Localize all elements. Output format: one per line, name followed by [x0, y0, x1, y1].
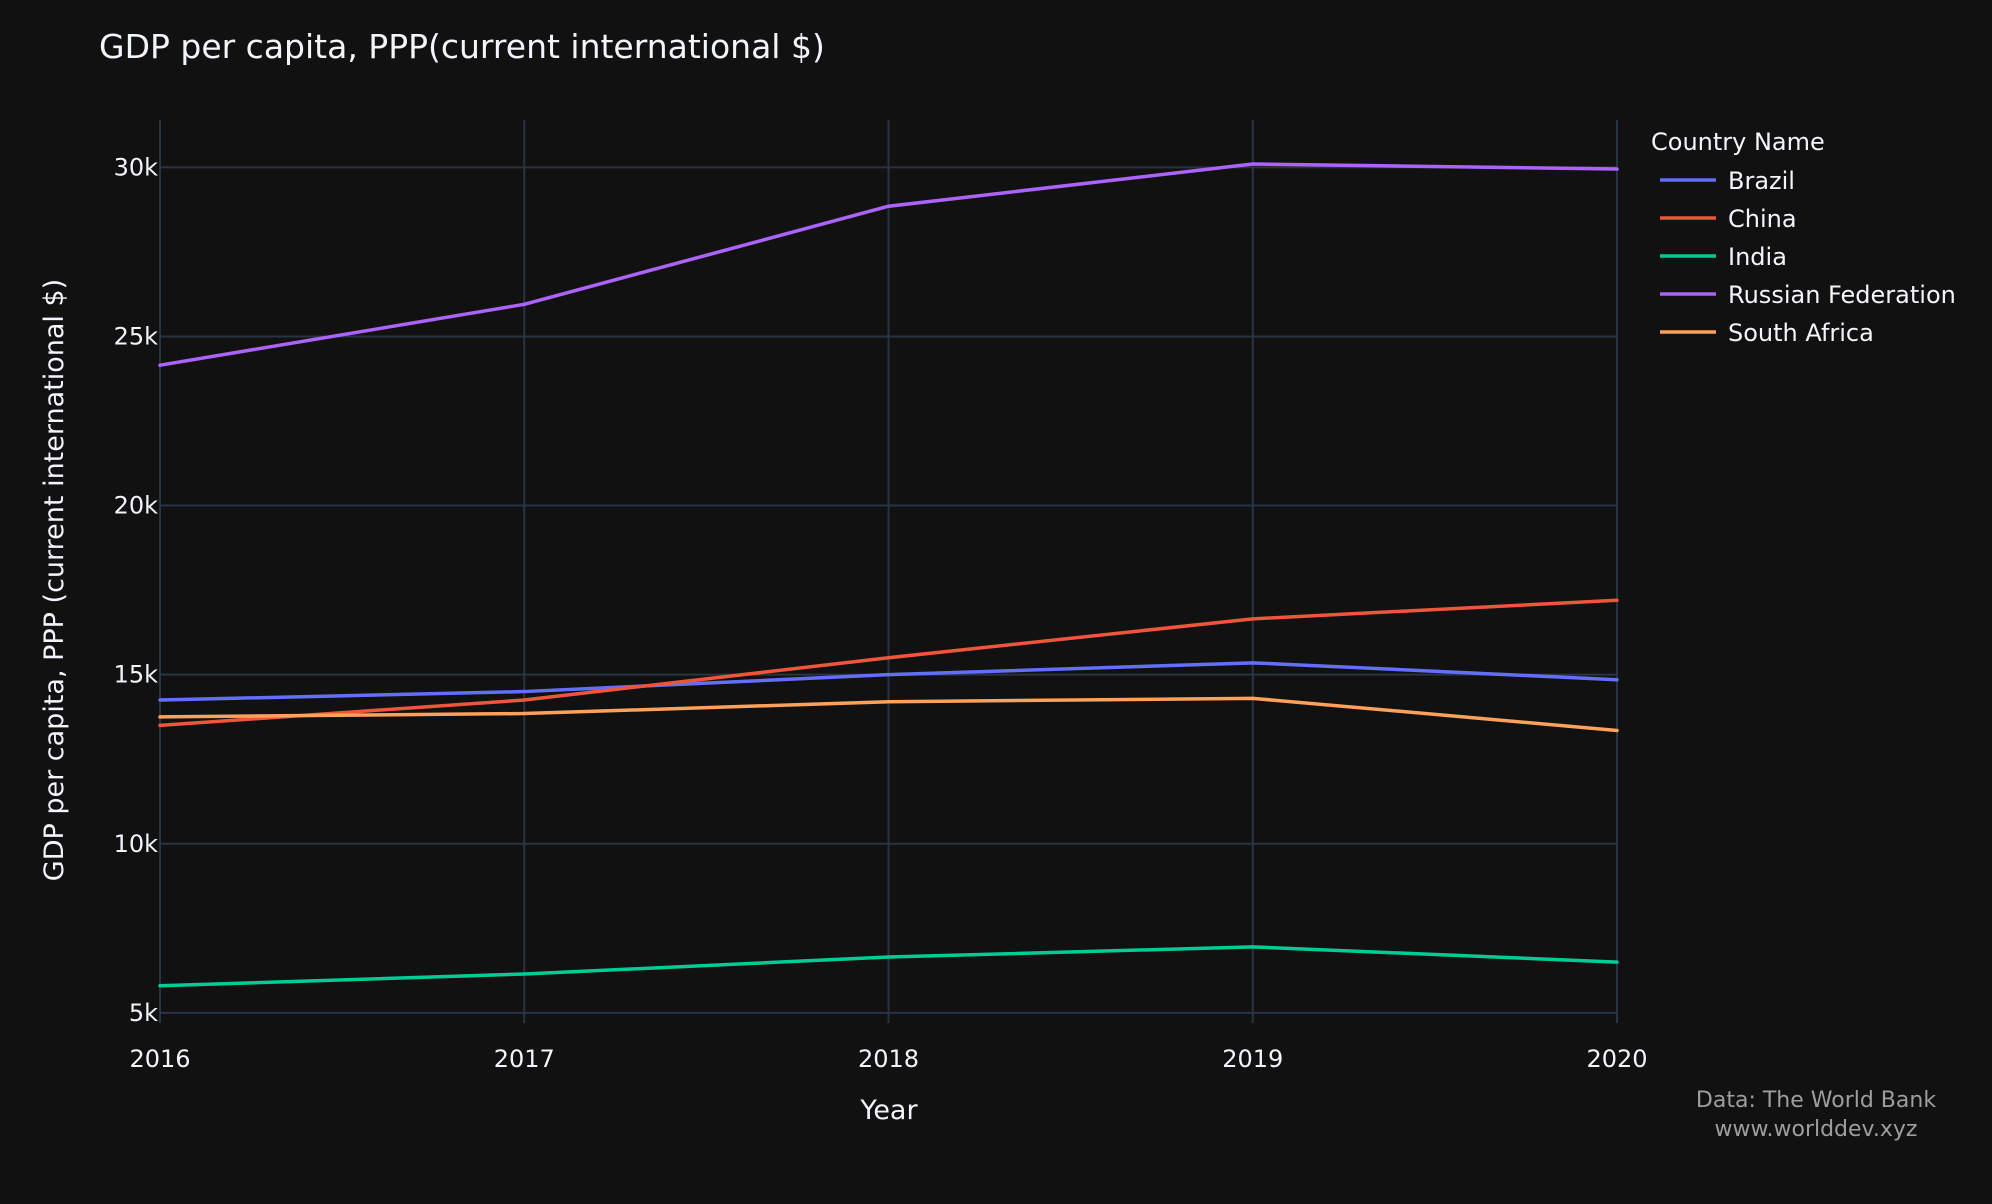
legend-item-russian-federation[interactable]: Russian Federation: [1660, 281, 1956, 309]
series-line-south-africa: [158, 696, 1619, 733]
series-line-india: [158, 945, 1619, 988]
y-tick-labels: 5k 10k 15k 20k 25k 30k: [114, 153, 159, 1027]
y-tick-label: 25k: [114, 322, 159, 350]
legend-label: Brazil: [1728, 167, 1795, 195]
series-line-china: [158, 598, 1619, 728]
series-lines: [158, 162, 1619, 988]
legend-label: Russian Federation: [1728, 281, 1956, 309]
x-tick-label: 2019: [1222, 1045, 1283, 1073]
legend-label: China: [1728, 205, 1797, 233]
legend-item-china[interactable]: China: [1660, 205, 1797, 233]
y-tick-label: 5k: [129, 999, 158, 1027]
x-axis-title: Year: [859, 1095, 918, 1126]
legend-label: South Africa: [1728, 319, 1874, 347]
y-tick-label: 30k: [114, 153, 159, 181]
x-tick-label: 2018: [858, 1045, 919, 1073]
y-tick-label: 20k: [114, 492, 159, 520]
series-line-brazil: [158, 661, 1619, 702]
series-line-russian-federation: [158, 162, 1619, 367]
y-axis-title: GDP per capita, PPP (current internation…: [39, 279, 70, 881]
x-tick-label: 2016: [129, 1045, 190, 1073]
x-tick-label: 2020: [1586, 1045, 1647, 1073]
legend-item-india[interactable]: India: [1660, 243, 1787, 271]
grid: [159, 120, 1618, 1023]
y-tick-label: 10k: [114, 830, 159, 858]
legend-label: India: [1728, 243, 1787, 271]
source-annotation-line1: Data: The World Bank: [1696, 1088, 1936, 1113]
y-tick-label: 15k: [114, 661, 159, 689]
legend-title: Country Name: [1651, 128, 1825, 156]
legend-item-south-africa[interactable]: South Africa: [1660, 319, 1874, 347]
legend-item-brazil[interactable]: Brazil: [1660, 167, 1795, 195]
legend: Country Name Brazil China India Russian Fed…: [1651, 128, 1956, 347]
x-tick-label: 2017: [494, 1045, 555, 1073]
chart-title: GDP per capita, PPP(current internationa…: [99, 27, 825, 66]
x-tick-labels: 2016 2017 2018 2019 2020: [129, 1045, 1647, 1073]
source-annotation-line2: www.worlddev.xyz: [1715, 1117, 1918, 1142]
